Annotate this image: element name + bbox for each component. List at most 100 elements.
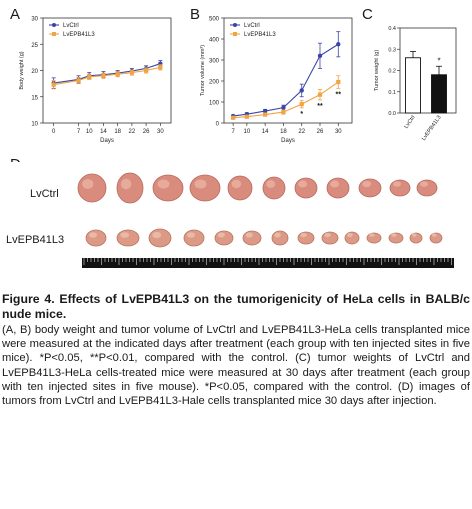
tumor-lvctrl (77, 173, 107, 203)
y-axis-label: Body weight (g) (19, 51, 25, 89)
tumor-highlight (393, 181, 401, 187)
significance-mark: ** (336, 91, 342, 98)
y-axis-label: Tumor weight (g) (374, 50, 380, 92)
tumor-highlight (411, 233, 417, 237)
tumor-lvctrl (116, 172, 144, 204)
x-tick-label: 18 (280, 129, 287, 135)
x-axis-label: Days (100, 138, 114, 144)
x-tick-label: 10 (244, 129, 251, 135)
tumor-lvctrl (152, 174, 184, 202)
data-point (263, 112, 268, 117)
significance-mark: * (437, 56, 440, 65)
y-tick-label: 0.2 (388, 69, 396, 75)
plot-frame (223, 17, 353, 124)
tumor-lvepb41l3 (148, 228, 172, 248)
panel-letter-c: C (362, 6, 373, 23)
tumor-highlight (369, 233, 375, 237)
y-tick-label: 0.4 (388, 26, 396, 32)
y-tick-label: 200 (209, 80, 220, 86)
caption-body: (A, B) body weight and tumor volume of L… (2, 324, 470, 408)
legend-label: LvEPB41L3 (244, 32, 276, 38)
tumor-lvctrl (189, 174, 221, 202)
y-tick-label: 0.0 (388, 111, 396, 117)
data-point (299, 88, 304, 93)
bar (431, 74, 447, 114)
tumor-highlight (157, 179, 170, 189)
data-point (299, 102, 304, 107)
tumor-lvctrl (326, 177, 350, 199)
tumor-photo: LvCtrl LvEPB41L3 (0, 162, 472, 282)
x-tick-label: 7 (231, 129, 235, 135)
significance-mark: ** (317, 103, 323, 110)
legend-marker (233, 32, 237, 36)
data-point (317, 53, 323, 58)
panel-letter-b: B (190, 6, 201, 23)
tumor-highlight (245, 232, 253, 238)
tumor-highlight (391, 233, 397, 237)
data-point (76, 78, 81, 83)
tumor-highlight (120, 178, 132, 190)
tumor-lvctrl (262, 176, 286, 200)
data-point (51, 82, 56, 87)
x-tick-label: 22 (298, 129, 305, 135)
tumor-lvepb41l3 (85, 229, 107, 247)
x-tick-label: 30 (157, 129, 164, 135)
tumor-highlight (347, 232, 353, 238)
tumor-lvctrl (227, 175, 253, 201)
x-tick-label: 10 (86, 129, 93, 135)
tumor-lvepb41l3 (271, 230, 289, 246)
x-tick-label: 26 (143, 129, 150, 135)
tumor-lvepb41l3 (242, 230, 262, 246)
photo-label-lvepb41l3: LvEPB41L3 (6, 234, 65, 246)
tumor-highlight (217, 232, 225, 238)
tumor-lvepb41l3 (214, 230, 234, 246)
data-point (281, 105, 286, 110)
tumor-highlight (231, 179, 242, 189)
data-point (115, 72, 120, 77)
data-point (144, 68, 149, 73)
x-tick-label: 26 (317, 129, 324, 135)
significance-mark: * (300, 111, 303, 118)
y-tick-label: 500 (209, 17, 220, 23)
tumor-highlight (298, 180, 308, 188)
tumor-lvepb41l3 (183, 229, 205, 247)
y-tick-label: 100 (209, 101, 220, 107)
figure-caption: Figure 4. Effects of LvEPB41L3 on the tu… (2, 292, 470, 408)
tumor-highlight (330, 180, 340, 188)
data-point (87, 74, 92, 79)
x-tick-label: 18 (114, 129, 121, 135)
y-tick-label: 0.1 (388, 90, 396, 96)
tumor-highlight (362, 180, 372, 188)
y-tick-label: 10 (31, 122, 38, 128)
x-tick-label: 7 (77, 129, 81, 135)
data-point (158, 65, 163, 70)
ruler (82, 258, 454, 268)
tumor-highlight (274, 232, 281, 238)
data-point (244, 114, 249, 119)
photo-label-lvctrl: LvCtrl (30, 188, 59, 200)
tumor-highlight (194, 179, 207, 189)
x-tick-label: LvCtrl (403, 115, 416, 130)
data-point (317, 92, 323, 97)
y-axis-label: Tumor volume (mm³) (200, 45, 206, 96)
x-tick-label: 0 (52, 129, 56, 135)
tumor-lvctrl (294, 177, 318, 199)
y-tick-label: 30 (31, 17, 38, 23)
data-point (231, 115, 236, 120)
x-tick-label: 30 (335, 129, 342, 135)
y-tick-label: 0 (216, 122, 220, 128)
data-point (101, 73, 106, 78)
legend-label: LvCtrl (63, 23, 79, 29)
tumor-lvctrl (358, 178, 382, 198)
tumor-highlight (266, 180, 276, 188)
tumor-highlight (420, 181, 428, 187)
tumor-highlight (89, 232, 97, 238)
x-axis-label: Days (281, 138, 295, 144)
data-point (336, 79, 341, 85)
legend-label: LvCtrl (244, 23, 260, 29)
y-tick-label: 400 (209, 38, 220, 44)
data-point (281, 109, 286, 115)
data-point (336, 42, 341, 47)
tumor-highlight (82, 179, 94, 189)
y-tick-label: 25 (31, 43, 38, 49)
